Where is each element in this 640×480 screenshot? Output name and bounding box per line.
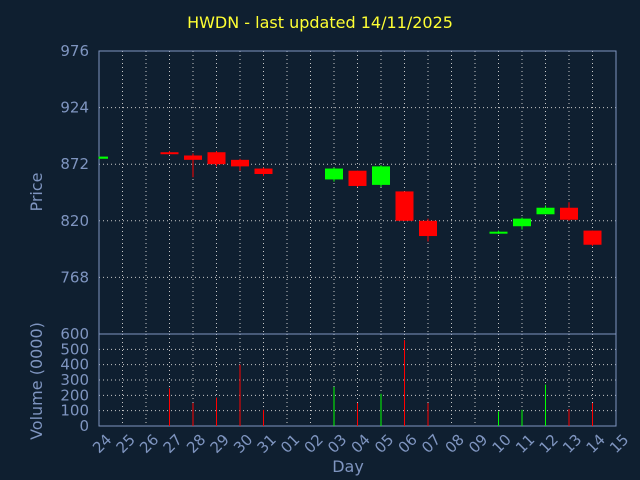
candle-body (325, 168, 343, 180)
candle-body (536, 207, 555, 215)
x-tick-label: 05 (371, 431, 397, 457)
candle-body (160, 152, 179, 155)
price-tick-label: 976 (60, 42, 89, 60)
volume-tick-label: 500 (60, 340, 89, 358)
volume-tick-label: 300 (60, 371, 89, 389)
candle-body (372, 166, 390, 185)
x-tick-label: 08 (442, 431, 468, 457)
labels-layer: Price Volume (0000) Day (27, 172, 364, 476)
candle-body (254, 168, 273, 174)
price-tick-label: 768 (60, 268, 89, 286)
x-tick-label: 01 (277, 431, 303, 457)
candle-body (231, 159, 249, 167)
candle-body (419, 220, 437, 237)
x-tick-label: 07 (418, 431, 444, 457)
candle-body (207, 152, 226, 165)
x-tick-label: 27 (160, 431, 186, 457)
x-tick-label: 31 (254, 431, 280, 457)
candle-body (560, 207, 578, 220)
volume-layer (169, 340, 593, 426)
x-tick-label: 29 (207, 431, 233, 457)
candle-body (583, 230, 602, 245)
price-tick-label: 820 (60, 212, 89, 230)
x-tick-label: 02 (301, 431, 327, 457)
volume-tick-label: 600 (60, 325, 89, 343)
x-tick-label: 06 (395, 431, 421, 457)
x-axis-label: Day (332, 457, 364, 476)
x-tick-label: 30 (230, 431, 256, 457)
volume-tick-label: 100 (60, 402, 89, 420)
x-tick-label: 14 (583, 431, 609, 457)
volume-tick-label: 400 (60, 356, 89, 374)
candle-body (348, 170, 367, 186)
x-tick-label: 03 (324, 431, 350, 457)
x-tick-label: 10 (489, 431, 515, 457)
price-tick-label: 872 (60, 155, 89, 173)
x-tick-label: 12 (536, 431, 562, 457)
candle-body (513, 218, 531, 227)
price-tick-label: 924 (60, 99, 89, 117)
volume-tick-label: 0 (79, 417, 89, 435)
x-tick-label: 28 (183, 431, 209, 457)
grid-layer (99, 51, 616, 426)
volume-axis-label: Volume (0000) (27, 322, 46, 440)
candles-layer (98, 151, 602, 246)
x-tick-label: 26 (136, 431, 162, 457)
price-axis-label: Price (27, 172, 46, 211)
chart-title: HWDN - last updated 14/11/2025 (187, 13, 453, 32)
candle-body (99, 156, 108, 159)
candle-body (184, 155, 202, 160)
x-tick-label: 09 (465, 431, 491, 457)
x-tick-label: 04 (348, 431, 374, 457)
candle-body (489, 231, 508, 234)
volume-tick-label: 200 (60, 386, 89, 404)
x-tick-label: 24 (89, 431, 115, 457)
x-tick-label: 13 (559, 431, 585, 457)
candle-body (395, 191, 414, 221)
x-tick-label: 15 (606, 431, 632, 457)
x-tick-label: 25 (113, 431, 139, 457)
x-tick-label: 11 (512, 431, 538, 457)
